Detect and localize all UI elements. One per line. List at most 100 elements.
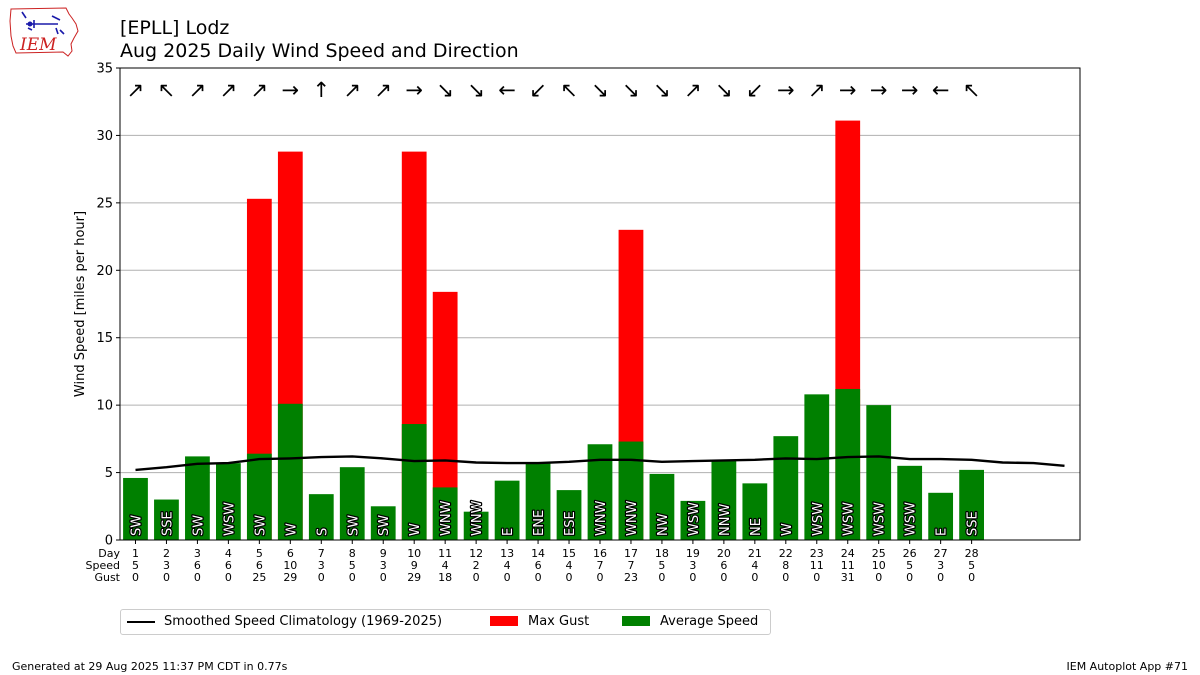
day-label: 14 [531, 547, 545, 560]
direction-label: WSW [687, 502, 702, 536]
gust-label: 0 [813, 571, 820, 584]
direction-label: WSW [873, 502, 888, 536]
day-label: 12 [469, 547, 483, 560]
speed-label: 4 [566, 559, 573, 572]
average-bar [959, 469, 984, 540]
gust-label: 0 [597, 571, 604, 584]
day-label: 20 [717, 547, 731, 560]
station-dot-icon [27, 21, 33, 27]
direction-label: SSE [966, 511, 981, 536]
direction-arrow: ↘ [436, 78, 454, 102]
row-header: Day [98, 547, 120, 560]
speed-label: 11 [810, 559, 824, 572]
average-bar [123, 477, 148, 540]
legend-average-swatch [622, 616, 650, 626]
direction-arrow: ↗ [808, 78, 826, 102]
direction-label: SW [129, 515, 144, 536]
direction-arrow: ↖ [158, 78, 176, 102]
speed-label: 7 [627, 559, 634, 572]
gust-label: 0 [225, 571, 232, 584]
speed-label: 10 [872, 559, 886, 572]
gust-label: 0 [504, 571, 511, 584]
day-label: 22 [779, 547, 793, 560]
logo-text: IEM [19, 35, 57, 55]
legend-climatology-swatch [127, 621, 155, 623]
direction-arrow: ↑ [312, 78, 330, 102]
speed-label: 6 [535, 559, 542, 572]
direction-arrow: ↗ [189, 78, 207, 102]
gust-label: 29 [283, 571, 297, 584]
average-bar [339, 467, 365, 540]
chart-title-period: Aug 2025 Daily Wind Speed and Direction [120, 40, 519, 62]
direction-label: SW [346, 515, 361, 536]
speed-label: 4 [751, 559, 758, 572]
gust-label: 0 [132, 571, 139, 584]
average-bar [773, 436, 799, 540]
day-label: 4 [225, 547, 232, 560]
direction-arrow: ↙ [746, 78, 764, 102]
speed-label: 11 [841, 559, 855, 572]
row-header: Gust [94, 571, 120, 584]
direction-arrow: ↗ [343, 78, 361, 102]
y-tick-label: 25 [96, 196, 113, 211]
average-bar [866, 405, 892, 540]
legend-gust-label: Max Gust [528, 614, 590, 629]
day-label: 11 [438, 547, 452, 560]
gust-label: 0 [751, 571, 758, 584]
legend-average-label: Average Speed [660, 614, 759, 629]
day-label: 7 [318, 547, 325, 560]
speed-label: 5 [906, 559, 913, 572]
day-label: 21 [748, 547, 762, 560]
average-bar [185, 456, 210, 540]
direction-arrow: ↘ [467, 78, 485, 102]
legend: Smoothed Speed Climatology (1969-2025) M… [120, 609, 771, 635]
legend-climatology-label: Smoothed Speed Climatology (1969-2025) [164, 614, 443, 629]
y-tick-label: 20 [96, 264, 113, 279]
y-tick-label: 35 [96, 62, 113, 77]
direction-arrow: → [405, 78, 423, 102]
direction-labels: SW SSE SW WSW SW W S SW SW W WNW WNW E ENE ESE WNW WNW NW… [128, 499, 982, 537]
axis-ticks: 0 5 10 15 20 25 30 35 [96, 62, 973, 549]
direction-label: W [408, 523, 423, 536]
weather-glyphs-icon [21, 11, 65, 35]
day-label: 15 [562, 547, 576, 560]
direction-arrow: ↘ [653, 78, 671, 102]
speed-label: 6 [225, 559, 232, 572]
direction-label: WSW [222, 502, 237, 536]
speed-label: 6 [194, 559, 201, 572]
direction-arrow: → [282, 78, 300, 102]
direction-arrow: ↗ [251, 78, 269, 102]
direction-label: E [501, 528, 516, 536]
speed-label: 5 [658, 559, 665, 572]
day-label: 3 [194, 547, 201, 560]
direction-arrow: ↗ [220, 78, 238, 102]
average-bar [649, 473, 675, 540]
y-tick-label: 10 [96, 399, 113, 414]
gust-label: 0 [566, 571, 573, 584]
y-tick-label: 0 [105, 534, 113, 549]
day-label: 19 [686, 547, 700, 560]
day-label: 25 [872, 547, 886, 560]
direction-label: WNW [594, 500, 609, 536]
average-bar [432, 487, 458, 540]
speed-label: 4 [504, 559, 511, 572]
direction-label: NNW [718, 504, 733, 536]
day-label: 26 [903, 547, 917, 560]
average-bar [804, 394, 830, 540]
direction-label: NW [656, 513, 671, 536]
direction-arrow: ↖ [963, 78, 981, 102]
direction-label: ENE [532, 510, 547, 536]
gust-label: 29 [407, 571, 421, 584]
direction-label: SW [377, 515, 392, 536]
speed-label: 3 [163, 559, 170, 572]
speed-label: 3 [318, 559, 325, 572]
direction-label: WNW [470, 500, 485, 536]
day-label: 1 [132, 547, 139, 560]
average-bar [463, 511, 489, 540]
direction-arrow: → [901, 78, 919, 102]
speed-label: 9 [411, 559, 418, 572]
average-bar [680, 500, 706, 540]
direction-arrow: ↗ [127, 78, 145, 102]
gust-label: 0 [163, 571, 170, 584]
day-label: 6 [287, 547, 294, 560]
